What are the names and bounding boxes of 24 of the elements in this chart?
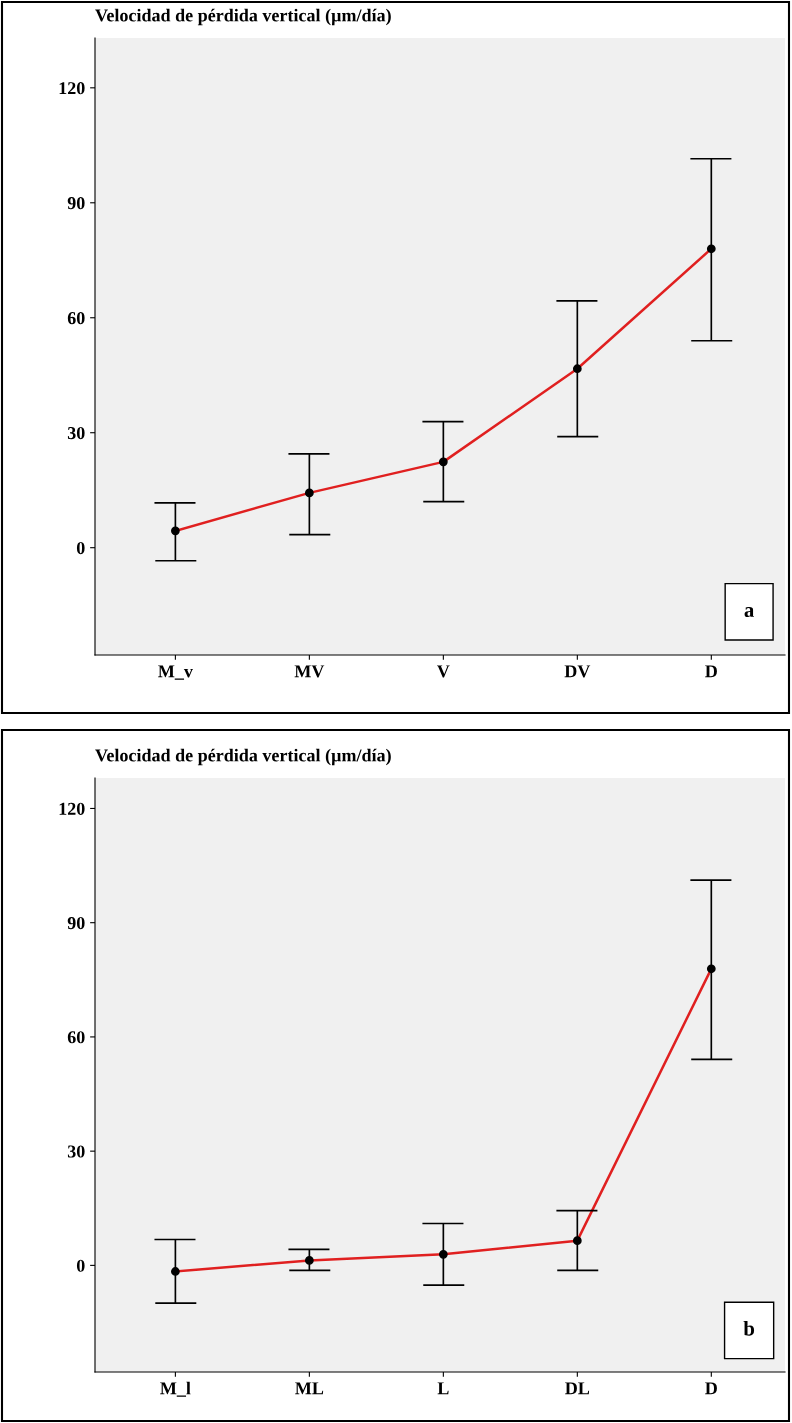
y-tick-label: 0 — [76, 1259, 85, 1272]
x-tick-label: D — [705, 665, 717, 678]
y-tick-label: 120 — [59, 82, 85, 95]
y-tick-label: 30 — [67, 1145, 85, 1158]
annotation: a — [744, 607, 755, 618]
x-tick-label: M_l — [160, 1381, 191, 1397]
y-tick-label: 90 — [67, 916, 85, 930]
x-tick-label: MV — [294, 665, 325, 678]
x-tick-label: V — [437, 665, 450, 678]
x-tick-label: D — [705, 1382, 717, 1395]
chart-title: Velocidad de pérdida vertical (µm/día) — [95, 8, 391, 26]
y-tick-label: 30 — [67, 426, 85, 440]
x-tick-label: M_v — [158, 665, 193, 680]
x-tick-label: L — [437, 1382, 449, 1395]
y-tick-label: 90 — [67, 197, 85, 210]
chart-title: Velocidad de pérdida vertical (µm/día) — [95, 748, 391, 766]
y-tick-label: 60 — [67, 1031, 85, 1044]
y-tick-label: 120 — [59, 802, 85, 815]
annotation: b — [743, 1320, 755, 1336]
y-tick-label: 0 — [76, 541, 85, 555]
x-tick-label: ML — [295, 1382, 324, 1395]
x-tick-label: DL — [565, 1382, 590, 1395]
y-tick-label: 60 — [67, 312, 85, 325]
x-tick-label: DV — [564, 665, 591, 678]
